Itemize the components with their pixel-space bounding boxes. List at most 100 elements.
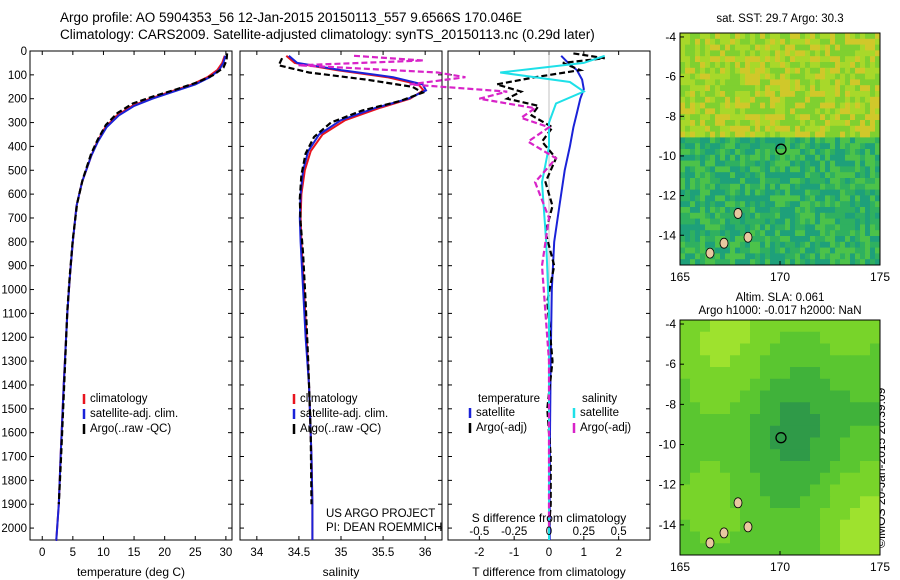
map-cell [865,114,871,121]
map-cell [735,241,741,248]
map-cell [800,414,811,427]
map-cell [850,259,856,266]
map-cell [780,519,791,532]
map-cell [715,247,721,254]
map-cell [855,125,861,132]
map-cell [695,108,701,115]
map-cell [865,96,871,103]
x-tick-label: 2 [615,547,621,559]
map-cell [710,390,721,403]
map-cell [735,154,741,161]
map-cell [820,218,826,225]
map-cell [840,108,846,115]
map-cell [870,201,876,208]
map-cell [725,230,731,237]
map-cell [770,343,781,356]
map-cell [850,160,856,167]
map-cell [720,218,726,225]
map-cell [735,108,741,115]
map-cell [750,73,756,80]
map-cell [685,96,691,103]
map-cell [875,178,881,185]
map-cell [790,449,801,462]
map-cell [695,172,701,179]
map-cell [855,172,861,179]
y-tick-label: 200 [8,94,27,106]
map-cell [695,125,701,132]
map-cell [835,253,841,260]
map-cell [760,531,771,544]
map-cell [770,355,781,368]
map-cell [840,218,846,225]
map-cell [820,425,831,438]
y-tick-label: 100 [8,70,27,82]
map-cell [860,207,866,214]
map-cell [755,201,761,208]
map-cell [695,259,701,266]
map-cell [790,154,796,161]
map-cell [830,224,836,231]
map-cell [840,402,851,415]
map-cell [720,355,731,368]
map-cell [750,496,761,509]
map-cell [780,236,786,243]
map-cell [710,154,716,161]
map-cell [740,149,746,156]
map-cell [860,120,866,127]
map-cell [795,189,801,196]
y-tick-label: -6 [665,70,676,84]
map-cell [775,218,781,225]
map-cell [800,114,806,121]
map-cell [765,259,771,266]
map-cell [800,166,806,173]
map-cell [730,402,741,415]
map-cell [830,259,836,266]
y-tick-label: 1700 [1,452,27,464]
map-cell [720,73,726,80]
map-cell [795,241,801,248]
map-cell [780,425,791,438]
map-cell [705,96,711,103]
map-cell [805,125,811,132]
map-cell [830,62,836,69]
map-cell [795,67,801,74]
map-cell [750,160,756,167]
map-cell [775,44,781,51]
map-cell [870,149,876,156]
map-cell [755,96,761,103]
map-cell [760,108,766,115]
map-cell [845,259,851,266]
map-cell [830,543,841,556]
map-cell [800,390,811,403]
map-cell [715,183,721,190]
island-shape [719,237,729,249]
map-cell [865,73,871,80]
map-cell [725,79,731,86]
map-cell [820,50,826,57]
map-cell [725,195,731,202]
map-cell [690,137,696,144]
map-cell [825,207,831,214]
map-cell [830,508,841,521]
map-cell [690,543,701,556]
map-cell [840,331,851,344]
map-cell [760,160,766,167]
map-cell [845,50,851,57]
map-cell [755,172,761,179]
map-cell [760,247,766,254]
map-cell [850,178,856,185]
map-cell [825,44,831,51]
profile-panel-3: -2 -1 0 1 2T difference from climatology-0.5… [298,50,651,579]
map-cell [745,149,751,156]
map-cell [855,149,861,156]
map-cell [870,62,876,69]
map-cell [750,125,756,132]
y-tick-label: 300 [8,118,27,130]
map-cell [855,241,861,248]
map-cell [860,531,871,544]
y-tick-label: -4 [665,30,676,44]
map-cell [780,320,791,333]
map-cell [845,189,851,196]
map-cell [775,247,781,254]
map-cell [730,73,736,80]
